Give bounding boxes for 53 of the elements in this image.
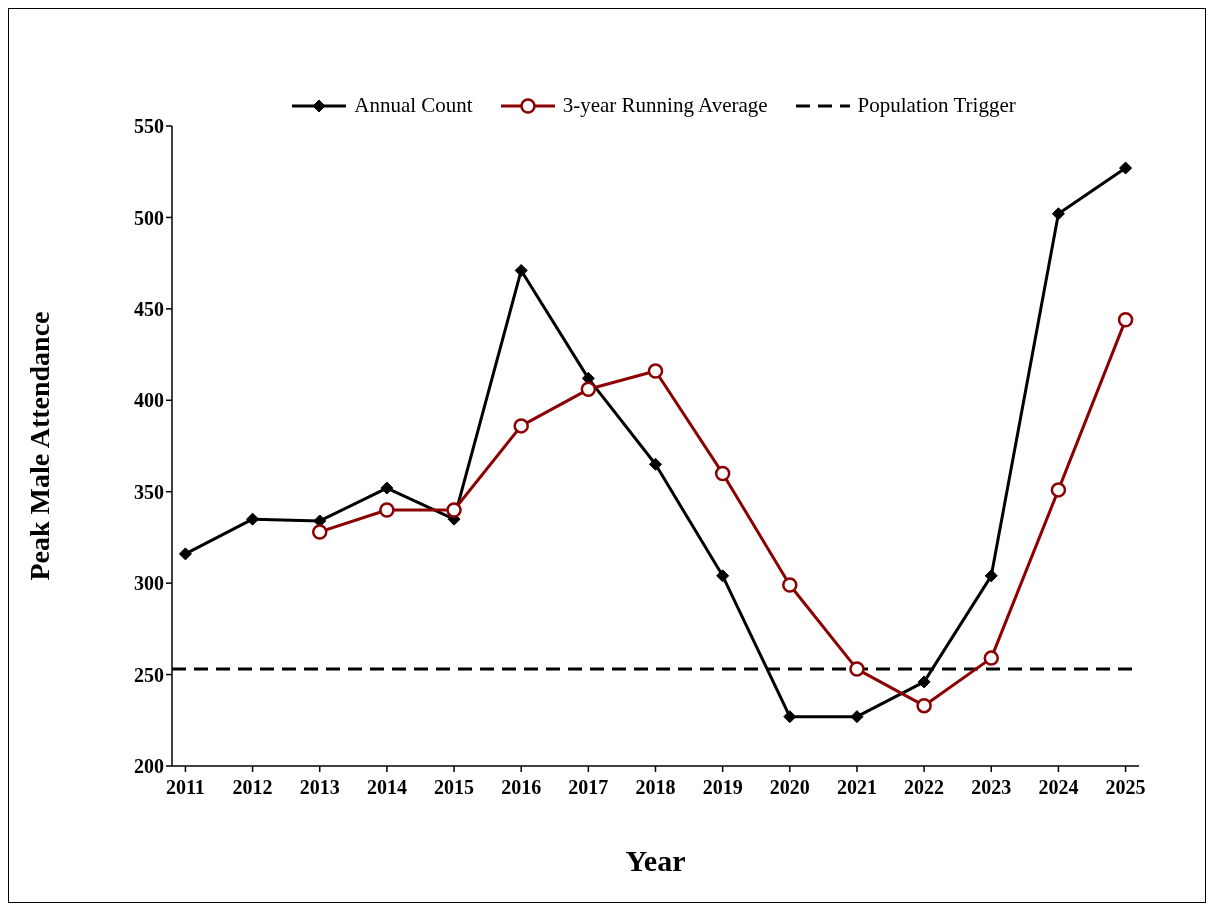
- x-tick-label: 2018: [635, 776, 676, 799]
- point: [580, 381, 597, 398]
- point: [1119, 161, 1133, 175]
- point: [782, 577, 798, 593]
- x-tick-label: 2012: [232, 776, 273, 799]
- point: [1051, 207, 1065, 221]
- point: [714, 465, 731, 482]
- point: [178, 547, 192, 561]
- y-tick-label: 250: [134, 663, 164, 686]
- point: [246, 512, 260, 526]
- point: [984, 569, 998, 583]
- point: [849, 661, 865, 677]
- y-axis-title: Peak Male Attendance: [23, 311, 55, 581]
- point: [917, 675, 931, 689]
- point: [311, 524, 328, 540]
- x-tick-label: 2024: [1038, 776, 1079, 799]
- x-tick-label: 2020: [769, 776, 810, 799]
- point: [1117, 312, 1134, 328]
- y-tick-label: 300: [134, 572, 164, 595]
- point: [380, 481, 394, 495]
- y-tick-label: 550: [134, 115, 164, 138]
- x-tick-label: 2014: [366, 776, 407, 799]
- x-tick-label: 2013: [299, 776, 340, 799]
- x-tick-label: 2015: [434, 776, 475, 799]
- point: [983, 650, 1000, 666]
- x-tick-label: 2017: [568, 776, 609, 799]
- x-tick-label: 2019: [702, 776, 743, 799]
- y-tick-label: 450: [134, 297, 164, 320]
- point: [1050, 482, 1067, 498]
- point: [916, 697, 932, 714]
- legend-label: Population Trigger: [857, 93, 1016, 118]
- y-tick-label: 400: [134, 389, 164, 412]
- y-tick-label: 350: [134, 480, 164, 503]
- x-axis-title: Year: [625, 844, 686, 877]
- y-tick-label: 500: [134, 206, 164, 229]
- x-tick-label: 2025: [1105, 776, 1146, 799]
- legend-label: Annual Count: [354, 93, 473, 118]
- point: [716, 569, 730, 583]
- point: [513, 418, 529, 434]
- x-tick-label: 2016: [501, 776, 542, 799]
- x-tick-label: 2022: [904, 776, 945, 799]
- y-tick-label: 200: [134, 755, 164, 778]
- point: [446, 502, 462, 518]
- legend-label: 3-year Running Average: [562, 93, 768, 118]
- point: [649, 457, 662, 471]
- point: [379, 502, 395, 518]
- point: [783, 710, 797, 724]
- point: [850, 710, 864, 724]
- point: [514, 263, 528, 277]
- point: [647, 363, 664, 379]
- x-tick-label: 2023: [971, 776, 1012, 799]
- x-tick-label: 2011: [165, 776, 205, 799]
- x-tick-label: 2021: [836, 776, 877, 799]
